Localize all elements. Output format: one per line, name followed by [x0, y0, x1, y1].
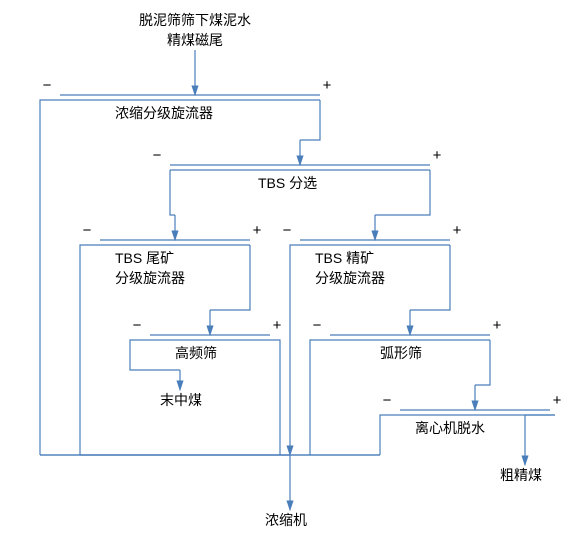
svg-text:弧形筛: 弧形筛: [380, 345, 422, 361]
process-node: TBS 精矿分级旋流器 − +: [283, 222, 462, 286]
svg-text:精煤磁尾: 精煤磁尾: [167, 32, 223, 48]
output-mozhongmei: 末中煤: [160, 392, 202, 408]
svg-text:浓缩分级旋流器: 浓缩分级旋流器: [115, 105, 213, 121]
svg-text:−: −: [313, 317, 322, 334]
svg-text:+: +: [253, 222, 262, 239]
svg-text:−: −: [133, 317, 142, 334]
svg-text:−: −: [43, 77, 52, 94]
svg-text:−: −: [153, 147, 162, 164]
svg-text:+: +: [273, 317, 282, 334]
svg-text:高频筛: 高频筛: [175, 345, 217, 361]
svg-text:分级旋流器: 分级旋流器: [315, 270, 385, 286]
output-cujingmei: 粗精煤: [500, 467, 542, 483]
svg-text:+: +: [553, 392, 562, 409]
svg-text:脱泥筛筛下煤泥水: 脱泥筛筛下煤泥水: [139, 12, 251, 28]
process-node: 弧形筛 − +: [313, 317, 502, 361]
process-node: 高频筛 − +: [133, 317, 282, 361]
svg-text:TBS 分选: TBS 分选: [258, 175, 317, 191]
output-nongsuoji: 浓缩机: [265, 512, 307, 528]
svg-text:+: +: [323, 77, 332, 94]
input-label: 脱泥筛筛下煤泥水精煤磁尾: [139, 12, 251, 48]
svg-text:TBS 尾矿: TBS 尾矿: [115, 250, 174, 266]
svg-text:−: −: [283, 222, 292, 239]
process-node: 离心机脱水 − +: [383, 392, 562, 436]
svg-text:+: +: [433, 147, 442, 164]
svg-text:离心机脱水: 离心机脱水: [415, 420, 485, 436]
process-node: TBS 分选 − +: [153, 147, 442, 191]
process-node: 浓缩分级旋流器 − +: [43, 77, 332, 121]
svg-text:TBS 精矿: TBS 精矿: [315, 250, 374, 266]
svg-text:+: +: [493, 317, 502, 334]
svg-text:−: −: [383, 392, 392, 409]
svg-text:分级旋流器: 分级旋流器: [115, 270, 185, 286]
svg-text:−: −: [83, 222, 92, 239]
svg-text:+: +: [453, 222, 462, 239]
process-node: TBS 尾矿分级旋流器 − +: [83, 222, 262, 286]
